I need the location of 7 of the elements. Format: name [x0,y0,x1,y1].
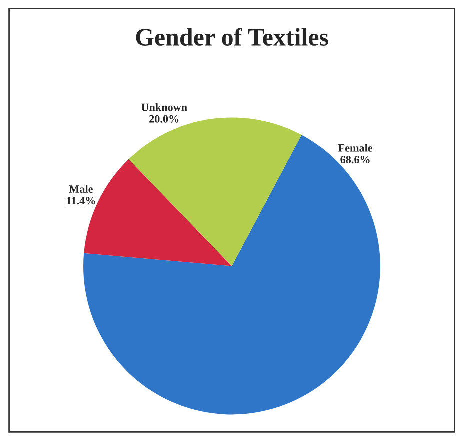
slice-label: Male [69,185,93,194]
chart-title: Gender of Textiles [136,28,328,46]
data-label: 11.4% [67,197,96,205]
data-label: 68.6% [340,156,370,164]
slice-label: Unknown [141,103,188,112]
slice-label: Female [338,144,373,152]
data-label: 20.0% [150,115,179,123]
